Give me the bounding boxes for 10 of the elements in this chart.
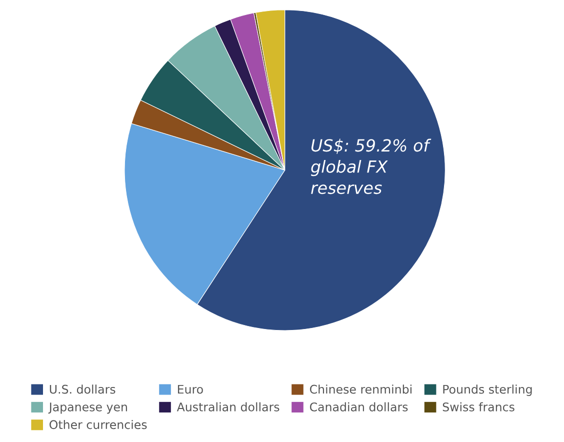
legend-label: Japanese yen — [48, 402, 127, 414]
legend-label: Australian dollars — [176, 402, 280, 412]
text: US$: 59.2% of global FX reserves — [311, 138, 432, 194]
legend-label: Swiss francs — [442, 402, 514, 412]
legend-label: U.S. dollars — [50, 384, 116, 394]
legend-label: Chinese renminbi — [310, 384, 412, 394]
legend-label: Pounds sterling — [443, 384, 532, 396]
legend-label: Other currencies — [50, 420, 147, 430]
legend-label: Euro — [178, 384, 203, 394]
legend-label: Canadian dollars — [310, 402, 408, 412]
